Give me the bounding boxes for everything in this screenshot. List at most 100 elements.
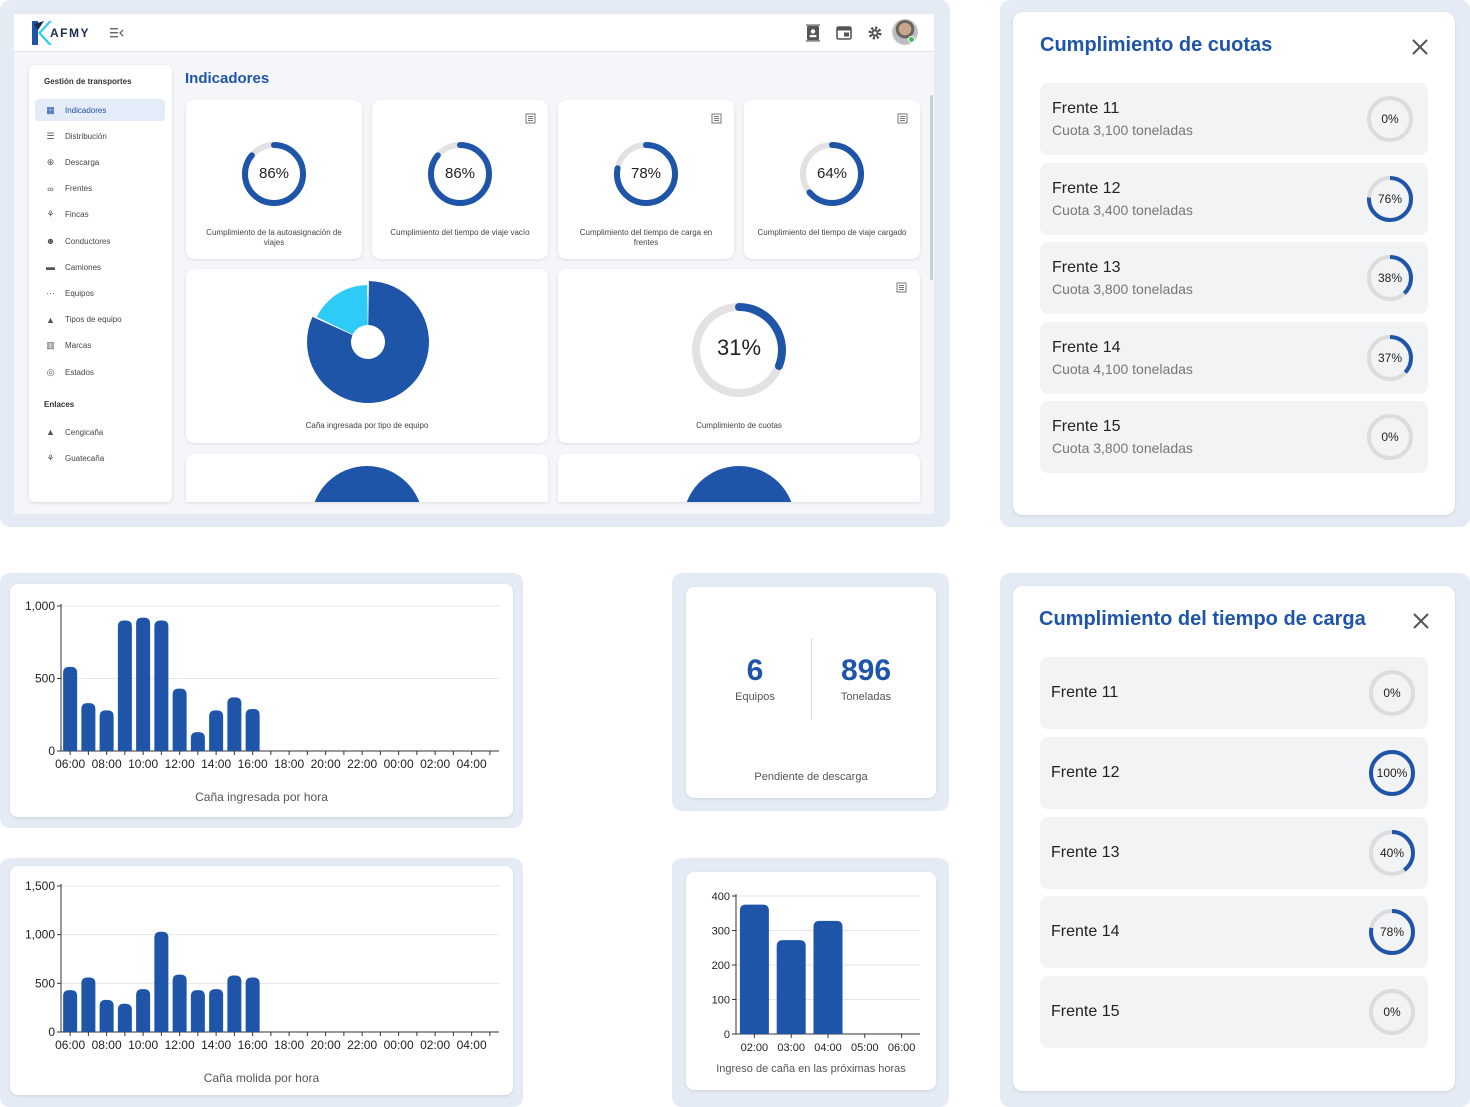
x-tick-label: 14:00 xyxy=(201,1038,231,1052)
x-tick-label: 12:00 xyxy=(165,757,195,771)
load-row[interactable]: Frente 14 78% xyxy=(1040,896,1428,969)
kpi-card[interactable]: 86% Cumplimiento de la autoasignación de … xyxy=(186,100,362,259)
download-circle-icon: ⊕ xyxy=(46,156,55,167)
gear-icon[interactable] xyxy=(866,24,884,42)
progress-ring: 40% xyxy=(1368,829,1416,877)
quota-row[interactable]: Frente 12 Cuota 3,400 toneladas 76% xyxy=(1040,162,1428,235)
x-tick-label: 16:00 xyxy=(238,757,268,771)
x-tick-label: 03:00 xyxy=(777,1042,805,1054)
pending-divider xyxy=(811,638,812,720)
window-icon[interactable] xyxy=(835,24,853,42)
close-icon[interactable] xyxy=(1411,38,1429,56)
sidebar-item-label: Descarga xyxy=(65,157,100,167)
partial-pie-shape xyxy=(683,466,795,502)
progress-ring-value: 0% xyxy=(1381,112,1399,126)
progress-ring-value: 76% xyxy=(1377,191,1403,206)
sidebar-item-marcas[interactable]: ▥ Marcas xyxy=(35,335,165,357)
sidebar-item-label: Equipos xyxy=(65,288,94,298)
menu-collapse-icon[interactable] xyxy=(110,27,124,39)
y-tick-label: 100 xyxy=(712,995,730,1007)
row-title: Frente 11 xyxy=(1052,100,1120,117)
kpi-ring xyxy=(428,142,492,206)
sidebar-link-0[interactable]: ▲ Cengicaña xyxy=(35,421,165,443)
sidebar-item-descarga[interactable]: ⊕ Descarga xyxy=(35,151,165,173)
sidebar-item-label: Tipos de equipo xyxy=(65,315,122,325)
pending-caption: Pendiente de descarga xyxy=(754,771,868,783)
kpi-label: Cumplimiento del tiempo de carga en fren… xyxy=(579,228,713,247)
progress-ring-svg xyxy=(1367,334,1413,381)
bar xyxy=(63,666,78,751)
bar xyxy=(227,975,242,1032)
x-tick-label: 08:00 xyxy=(92,757,122,771)
dashboard-icon: ▦ xyxy=(46,104,55,115)
quota-ring-arc xyxy=(692,303,786,397)
load-row[interactable]: Frente 15 0% xyxy=(1040,976,1428,1049)
y-tick-label: 1,000 xyxy=(25,928,55,942)
x-tick-label: 08:00 xyxy=(92,1038,122,1052)
kpi-card[interactable]: 86% Cumplimiento del tiempo de viaje vací… xyxy=(372,100,548,259)
load-row[interactable]: Frente 13 40% xyxy=(1040,816,1428,889)
progress-ring-svg xyxy=(1367,414,1413,460)
sidebar-item-fincas[interactable]: ⚘ Fincas xyxy=(35,204,165,226)
x-tick-label: 06:00 xyxy=(55,757,85,771)
load-row[interactable]: Frente 12 100% xyxy=(1040,736,1428,809)
x-tick-label: 22:00 xyxy=(347,757,377,771)
bar xyxy=(81,703,96,751)
bar xyxy=(99,710,114,751)
quota-ring xyxy=(692,303,786,397)
progress-ring-arc xyxy=(1367,334,1413,381)
sidebar-item-label: Fincas xyxy=(65,210,89,220)
chart3-card xyxy=(686,872,936,1090)
kpi-card[interactable]: 78% Cumplimiento del tiempo de carga en f… xyxy=(558,100,734,259)
scrollbar[interactable] xyxy=(930,95,933,280)
logo-k-icon xyxy=(32,21,52,45)
sidebar-item-camiones[interactable]: ▬ Camiones xyxy=(35,256,165,278)
row-title: Frente 13 xyxy=(1052,259,1121,276)
kpi-value: 78% xyxy=(630,165,662,182)
close-icon[interactable] xyxy=(1412,612,1430,630)
progress-ring-svg xyxy=(1369,989,1415,1036)
sidebar-item-label: Marcas xyxy=(65,341,92,351)
quota-card[interactable]: 31% Cumplimiento de cuotas xyxy=(558,269,920,443)
pie-card-label: Caña ingresada por tipo de equipo xyxy=(305,421,429,430)
quota-row[interactable]: Frente 15 Cuota 3,800 toneladas 0% xyxy=(1040,401,1428,473)
row-subtitle: Cuota 3,800 toneladas xyxy=(1052,440,1193,456)
quota-ring-value: 31% xyxy=(716,335,762,360)
row-title: Frente 12 xyxy=(1051,763,1120,781)
progress-ring: 0% xyxy=(1368,669,1416,717)
document-icon[interactable] xyxy=(711,113,722,124)
row-title: Frente 11 xyxy=(1051,684,1119,701)
bar xyxy=(172,974,187,1032)
app-logo[interactable]: AFMY xyxy=(30,20,90,46)
sidebar-item-estados[interactable]: ◎ Estados xyxy=(35,361,165,383)
pie-slice-1 xyxy=(316,285,368,335)
x-tick-label: 04:00 xyxy=(457,1038,487,1052)
people-icon: ☻ xyxy=(45,236,56,246)
sidebar-item-equipos[interactable]: ··· Equipos xyxy=(35,282,165,304)
sidebar-item-distribuci-n[interactable]: ☰ Distribución xyxy=(35,125,165,147)
bar xyxy=(190,990,205,1032)
sidebar-item-tipos-de-equipo[interactable]: ▲ Tipos de equipo xyxy=(35,309,165,331)
progress-ring: 100% xyxy=(1368,749,1416,797)
progress-ring: 78% xyxy=(1368,908,1416,956)
quota-row[interactable]: Frente 14 Cuota 4,100 toneladas 37% xyxy=(1040,321,1428,394)
row-subtitle: Cuota 4,100 toneladas xyxy=(1052,360,1193,377)
document-icon[interactable] xyxy=(897,113,908,124)
document-icon[interactable] xyxy=(525,113,536,124)
sidebar-item-conductores[interactable]: ☻ Conductores xyxy=(35,230,165,252)
progress-ring: 0% xyxy=(1366,413,1414,461)
sidebar-item-frentes[interactable]: ∞ Frentes xyxy=(35,178,165,200)
document-icon[interactable] xyxy=(896,282,907,293)
load-row[interactable]: Frente 11 0% xyxy=(1040,657,1428,729)
quota-row[interactable]: Frente 11 Cuota 3,100 toneladas 0% xyxy=(1040,83,1428,155)
kpi-card[interactable]: 64% Cumplimiento del tiempo de viaje carg… xyxy=(744,100,920,259)
row-subtitle: Cuota 3,400 toneladas xyxy=(1052,201,1193,218)
logo-text: AFMY xyxy=(50,26,90,40)
progress-ring-value: 100% xyxy=(1376,765,1408,780)
quota-row[interactable]: Frente 13 Cuota 3,800 toneladas 38% xyxy=(1040,242,1428,314)
sidebar-link-1[interactable]: ⚘ Guatecaña xyxy=(35,447,165,469)
contacts-icon[interactable] xyxy=(804,24,822,42)
chart1-card xyxy=(10,584,513,817)
equipos-label: Equipos xyxy=(735,691,775,703)
sidebar-item-indicadores[interactable]: ▦ Indicadores xyxy=(35,99,165,121)
